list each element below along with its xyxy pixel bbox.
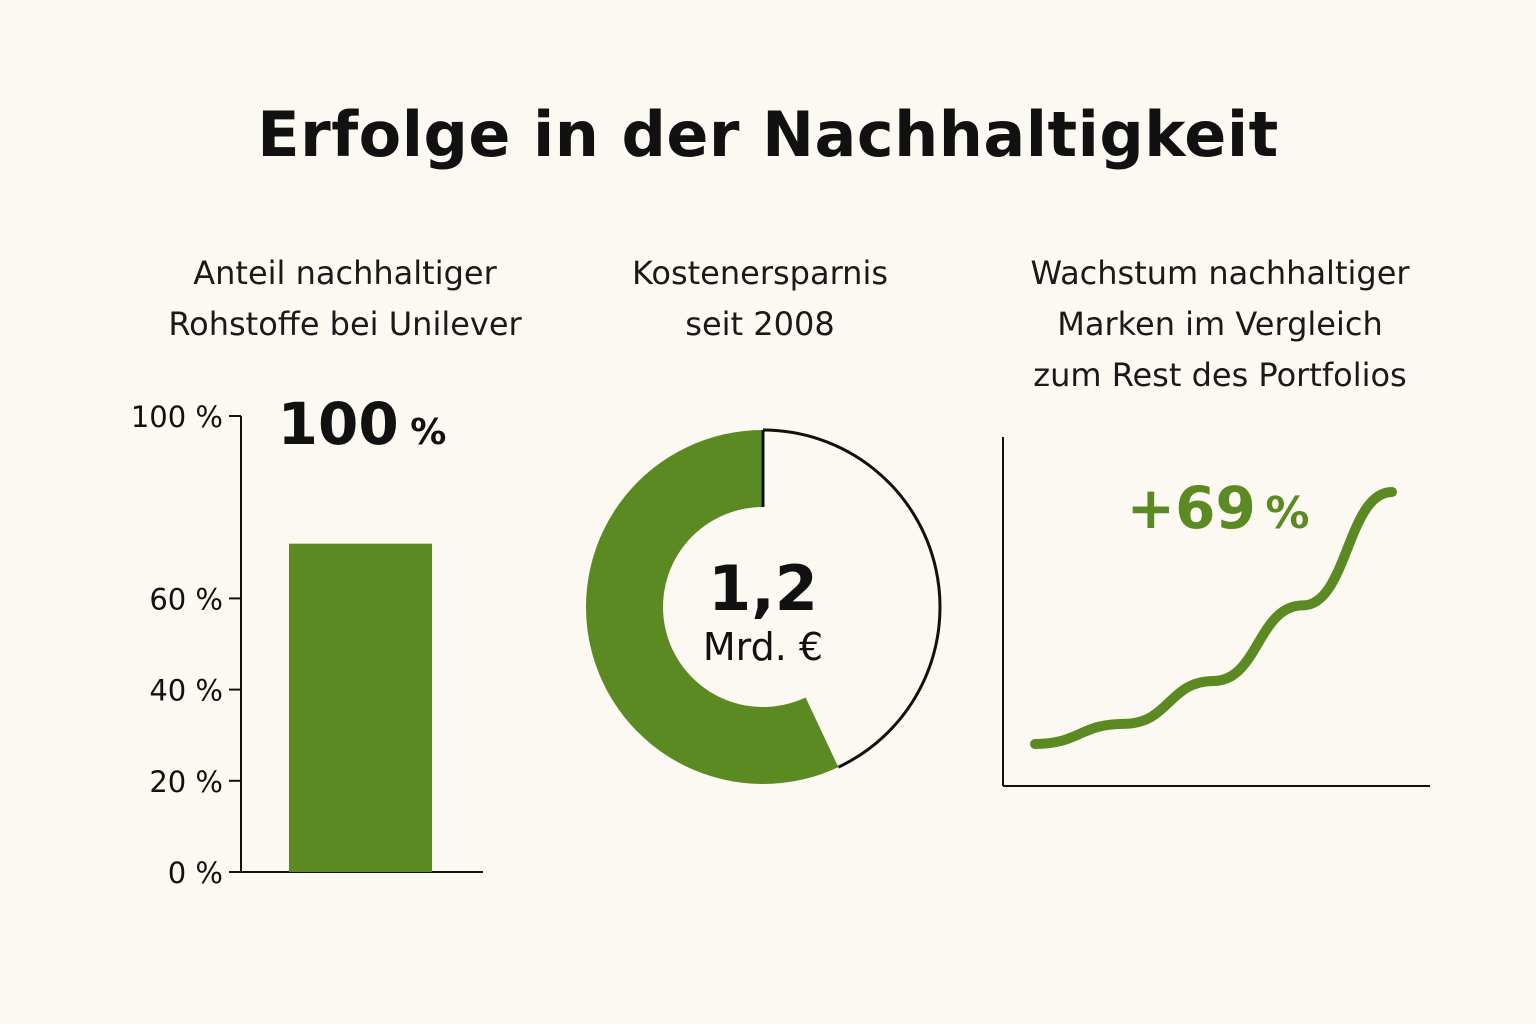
donut-panel-title: Kostenersparnis seit 2008 bbox=[560, 248, 960, 350]
bar-panel-title-line: Anteil nachhaltiger bbox=[193, 254, 497, 292]
bar-y-tick-label: 100 % bbox=[131, 400, 223, 434]
bar-value-bar bbox=[289, 543, 432, 872]
growth-annotation: +69 % bbox=[1127, 474, 1310, 542]
page-title: Erfolge in der Nachhaltigkeit bbox=[257, 98, 1279, 171]
donut-panel-title-line: seit 2008 bbox=[685, 305, 835, 343]
bar-annotation-number: 100 bbox=[278, 390, 399, 458]
donut-center-unit: Mrd. € bbox=[703, 625, 823, 669]
donut-panel-title-line: Kostenersparnis bbox=[631, 254, 889, 292]
donut-center-value: 1,2 bbox=[708, 552, 818, 625]
growth-annotation-unit: % bbox=[1265, 488, 1309, 539]
bar-panel-title: Anteil nachhaltiger Rohstoffe bei Unilev… bbox=[120, 248, 570, 350]
growth-chart: +69 % bbox=[1002, 437, 1430, 787]
growth-panel-title: Wachstum nachhaltiger Marken im Vergleic… bbox=[990, 248, 1450, 401]
growth-curve-line bbox=[1030, 487, 1397, 749]
growth-panel-title-line: zum Rest des Portfolios bbox=[1033, 356, 1407, 394]
growth-panel-title-line: Wachstum nachhaltiger bbox=[1030, 254, 1410, 292]
bar-annotation-unit: % bbox=[410, 412, 446, 453]
bar-y-tick-label: 20 % bbox=[149, 765, 223, 799]
bar-y-tick-label: 40 % bbox=[149, 674, 223, 708]
bar-y-tick-label: 60 % bbox=[149, 582, 223, 616]
growth-panel-title-line: Marken im Vergleich bbox=[1057, 305, 1383, 343]
growth-annotation-number: +69 bbox=[1127, 474, 1256, 542]
bar-panel-title-line: Rohstoffe bei Unilever bbox=[168, 305, 522, 343]
bar-annotation: 100 % bbox=[278, 390, 447, 458]
bar-y-tick-label: 0 % bbox=[168, 856, 223, 890]
donut-chart: 1,2 Mrd. € bbox=[586, 428, 942, 784]
donut-filled-slice bbox=[586, 430, 839, 784]
donut-remaining-outline bbox=[762, 428, 942, 769]
bar-chart: 0 % 20 % 40 % 60 % 100 % 100 % bbox=[131, 390, 483, 890]
